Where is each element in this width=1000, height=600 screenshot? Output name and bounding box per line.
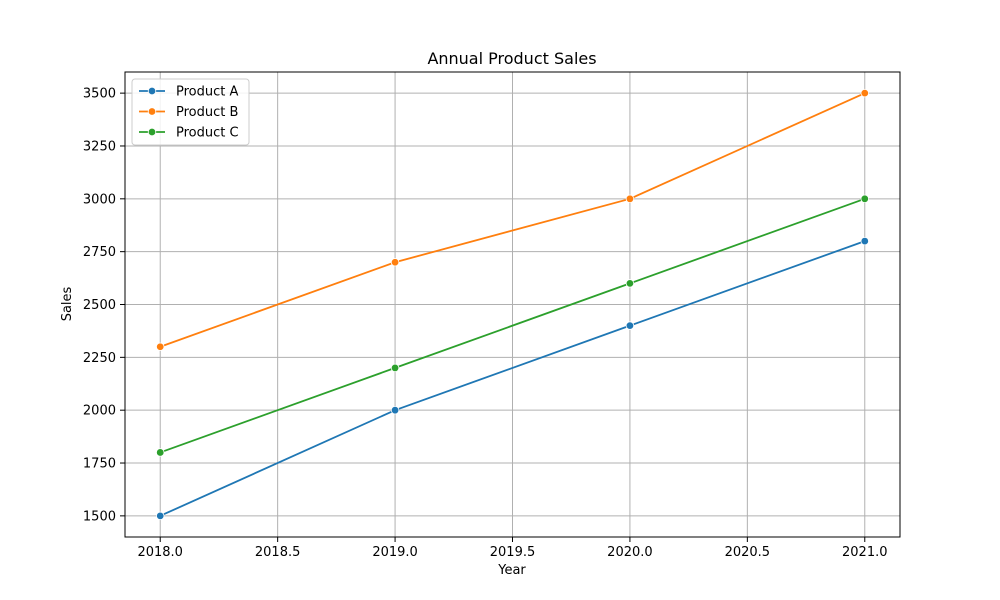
y-tick-label: 3250 [83, 139, 116, 154]
x-tick-label: 2019.0 [372, 545, 418, 560]
y-tick-label: 1500 [83, 509, 116, 524]
y-tick-label: 1750 [83, 457, 116, 472]
data-point [156, 448, 165, 457]
x-tick-label: 2020.0 [607, 545, 653, 560]
x-tick-label: 2018.5 [255, 545, 301, 560]
legend-box [131, 78, 250, 146]
data-point [390, 405, 400, 415]
legend-marker [147, 86, 157, 96]
data-point [390, 258, 400, 267]
x-axis-title: Year [497, 563, 526, 578]
data-point [156, 342, 165, 351]
y-tick-label: 3500 [83, 87, 116, 102]
legend-label: Product C [176, 126, 239, 141]
chart-title: Annual Product Sales [427, 49, 596, 68]
y-tick-label: 2750 [83, 245, 116, 260]
data-point [860, 236, 869, 246]
data-point [860, 88, 869, 98]
legend-marker [147, 107, 157, 116]
data-point [390, 363, 400, 373]
series-line [159, 240, 866, 517]
legend-label: Product A [176, 85, 238, 100]
y-axis-title: Sales [60, 286, 75, 321]
y-tick-label: 3000 [83, 192, 116, 207]
data-point [156, 511, 165, 521]
data-point [625, 279, 635, 288]
legend: Product A Product B Product C [131, 78, 250, 146]
series-product-c [156, 194, 869, 457]
y-tick-label: 2500 [83, 298, 116, 313]
plot-area-frame [124, 71, 901, 538]
data-point [625, 321, 635, 330]
data-point [860, 194, 869, 204]
series-product-b [156, 88, 869, 351]
x-tick-label: 2021.0 [842, 545, 888, 560]
x-tick-label: 2019.5 [490, 545, 536, 560]
x-tick-label: 2020.5 [725, 545, 771, 560]
grid [125, 72, 900, 537]
series-line [159, 197, 866, 454]
x-tick-label: 2018.0 [137, 545, 183, 560]
y-tick-label: 2000 [83, 404, 116, 419]
y-axis-ticks: 1500 1750 2000 2250 2500 2750 3000 3250 3500 [83, 87, 125, 524]
series-lines [156, 88, 869, 521]
legend-marker [147, 127, 157, 137]
x-axis-ticks: 2018.0 2018.5 2019.0 2019.5 2020.0 2020.5 2021… [137, 537, 888, 560]
data-point [625, 194, 635, 204]
y-tick-label: 2250 [83, 351, 116, 366]
series-line [159, 92, 866, 348]
legend-label: Product B [176, 105, 238, 120]
series-product-a [156, 236, 869, 521]
